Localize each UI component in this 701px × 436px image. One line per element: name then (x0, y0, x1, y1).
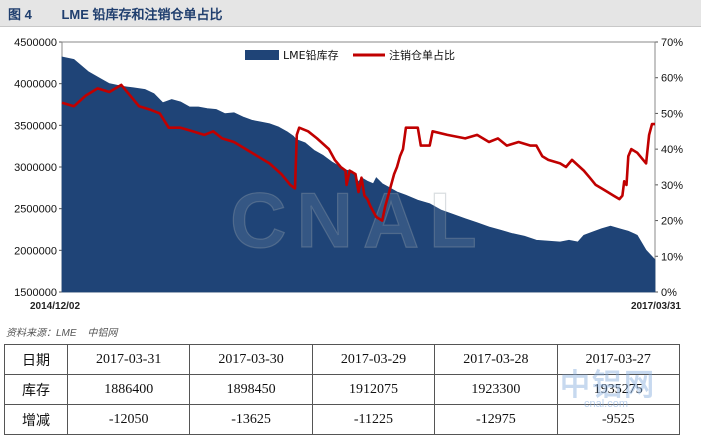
table-cell: 2017-03-30 (189, 344, 313, 375)
table-cell: 1912075 (311, 374, 436, 405)
left-tick-label: 3000000 (14, 162, 57, 174)
table-cell: 2017-03-31 (66, 344, 191, 375)
inventory-table: 日期 2017-03-31 2017-03-30 2017-03-29 2017… (4, 344, 681, 435)
table-cell: 1935275 (556, 374, 681, 405)
figure-header: 图 4 LME 铅库存和注销仓单占比 (0, 0, 701, 27)
table-cell: 2017-03-29 (311, 344, 436, 375)
right-tick-label: 50% (661, 108, 683, 120)
legend-label-inventory: LME铅库存 (283, 48, 339, 62)
left-tick-label: 2000000 (14, 245, 57, 257)
site-watermark-url: cnal.com (584, 398, 629, 410)
figure-title-text: LME 铅库存和注销仓单占比 (61, 7, 223, 22)
table-cell: -13625 (189, 404, 313, 435)
figure-number: 图 4 (8, 7, 32, 22)
table-cell: -11225 (311, 404, 436, 435)
chart-area: 4500000 4000000 3500000 3000000 2500000 20000… (14, 37, 683, 312)
table-row-dates: 日期 2017-03-31 2017-03-30 2017-03-29 2017… (4, 344, 681, 375)
left-tick-label: 2500000 (14, 204, 57, 216)
right-tick-label: 10% (661, 251, 683, 263)
site-watermark-logo: 中铝网 (560, 368, 656, 403)
right-tick-label: 70% (661, 37, 683, 49)
table-cell: 2017-03-28 (434, 344, 558, 375)
table-cell: -9525 (556, 404, 681, 435)
left-tick-label: 4000000 (14, 79, 57, 91)
row-header-change: 增减 (4, 404, 68, 435)
chart-legend: LME铅库存 注销仓单占比 (245, 48, 455, 62)
plot-region: CNAL (61, 41, 656, 293)
legend-swatch-inventory (245, 50, 279, 60)
left-tick-label: 4500000 (14, 37, 57, 49)
table-cell: 1886400 (66, 374, 191, 405)
table-cell: -12050 (66, 404, 191, 435)
right-tick-label: 0% (661, 287, 677, 299)
left-tick-label: 1500000 (14, 287, 57, 299)
table-cell: -12975 (434, 404, 558, 435)
right-tick-label: 40% (661, 144, 683, 156)
row-header-stock: 库存 (4, 374, 68, 405)
cnal-watermark: CNAL (230, 176, 487, 264)
right-tick-label: 60% (661, 73, 683, 85)
source-org: 中铝网 (87, 328, 118, 339)
table-cell: 1923300 (434, 374, 558, 405)
row-header-date: 日期 (4, 344, 68, 375)
table-row-stock: 库存 1886400 1898450 1912075 1923300 19352… (4, 374, 681, 405)
left-axis: 4500000 4000000 3500000 3000000 2500000 20000… (14, 37, 63, 299)
table-cell: 2017-03-27 (556, 344, 681, 375)
legend-label-ratio: 注销仓单占比 (389, 48, 455, 62)
inventory-area-series (61, 56, 656, 293)
right-tick-label: 30% (661, 180, 683, 192)
x-axis-labels: 2014/12/02 2017/03/31 (30, 301, 681, 312)
figure-title: 图 4 LME 铅库存和注销仓单占比 (8, 4, 223, 23)
table-cell: 1898450 (189, 374, 313, 405)
x-label-start: 2014/12/02 (30, 301, 80, 312)
right-axis: 70% 60% 50% 40% 30% 20% 10% 0% (654, 37, 683, 299)
cancelled-warrant-ratio-line (61, 83, 655, 222)
left-tick-label: 3500000 (14, 120, 57, 132)
table-row-change: 增减 -12050 -13625 -11225 -12975 -9525 (4, 404, 681, 435)
x-label-end: 2017/03/31 (631, 301, 681, 312)
source-note: 资料来源：LME 中铝网 (6, 324, 125, 339)
source-label: 资料来源：LME (6, 328, 77, 339)
right-tick-label: 20% (661, 216, 683, 228)
